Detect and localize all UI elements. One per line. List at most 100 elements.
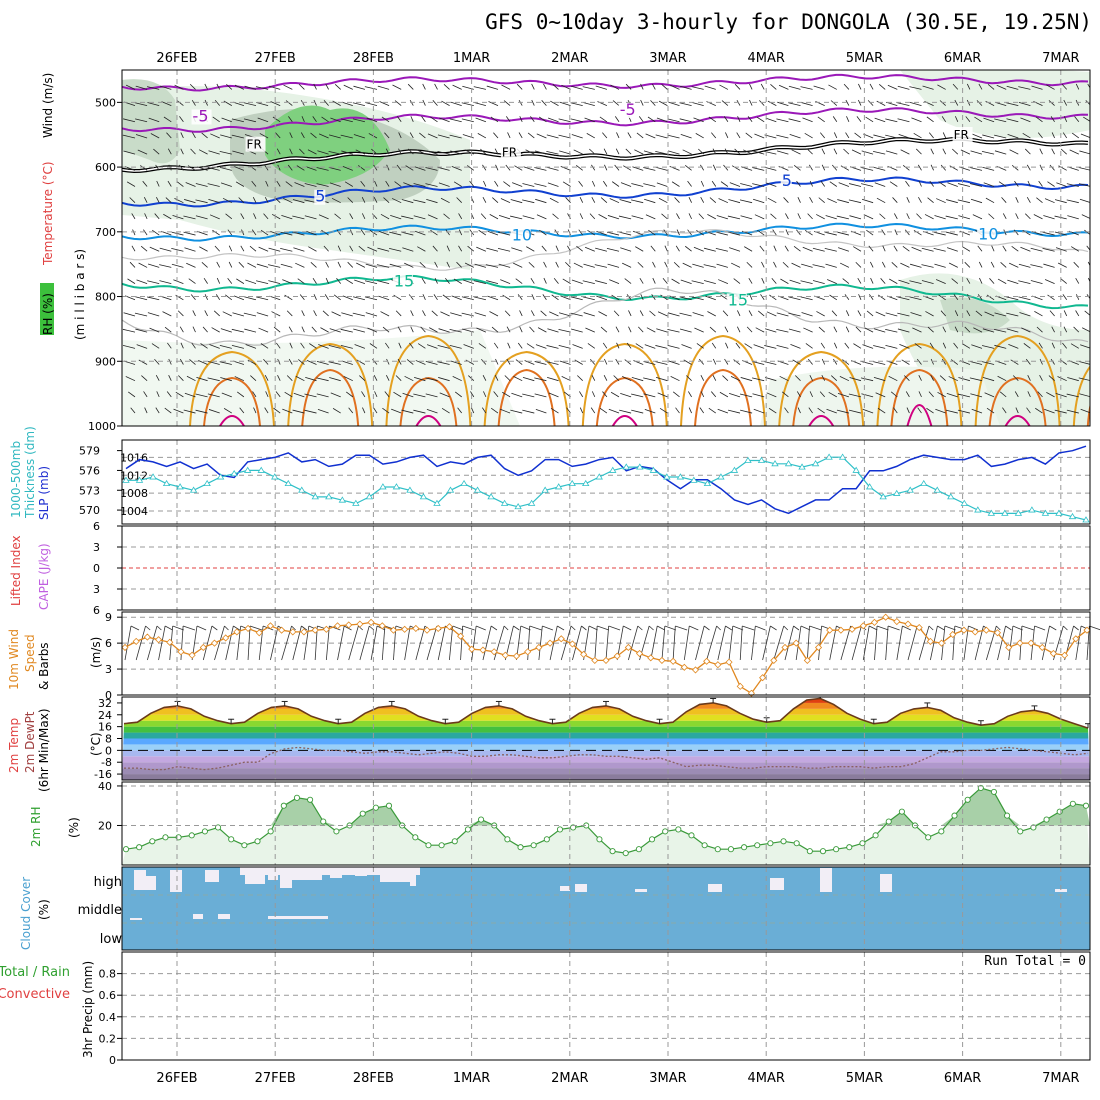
- wind-barb: [386, 375, 390, 381]
- wind-barb: [506, 358, 511, 365]
- wind-barb: [643, 361, 656, 365]
- wind-barb: [258, 246, 269, 252]
- wind-speed-point: [412, 624, 420, 632]
- wind-barb: [260, 343, 269, 349]
- wind-speed-point: [1072, 635, 1080, 643]
- wind-barb: [540, 310, 547, 317]
- wind-barb: [813, 85, 825, 90]
- wind-barb: [354, 344, 366, 349]
- wind-barb: [393, 391, 402, 398]
- wind-barb: [369, 343, 378, 349]
- wind-barb: [682, 149, 692, 155]
- date-label-top: 6MAR: [944, 51, 981, 66]
- wind-barb: [610, 84, 620, 90]
- wind-barb: [264, 375, 269, 381]
- wind-barb: [494, 375, 499, 381]
- contour-label-bg: [314, 189, 326, 205]
- isotherm-25: [581, 342, 668, 426]
- wind-barb: [616, 342, 620, 349]
- wind-barb: [476, 246, 487, 252]
- wind-barb: [757, 229, 765, 236]
- wind-barb: [848, 409, 862, 414]
- wind-barb: [347, 197, 354, 203]
- wind-barb: [770, 213, 777, 220]
- wind-barb: [482, 164, 487, 171]
- rh-point: [543, 836, 550, 843]
- wind-barb-10m: [650, 625, 658, 661]
- wind-speed-point: [434, 624, 442, 632]
- wind-barb: [189, 83, 196, 90]
- bottom-date-axis: 26FEB 27FEB 28FEB 1MAR 2MAR 3MAR 4MAR 5MAR 6MAR 7…: [156, 1071, 1079, 1086]
- panel-border: [121, 439, 1091, 525]
- wind-barb: [831, 375, 838, 381]
- rh-point: [938, 828, 945, 835]
- wind-barb: [195, 183, 208, 187]
- wind-barb: [433, 294, 438, 300]
- wind-barb-flag: [249, 625, 263, 631]
- wind-barb: [893, 407, 898, 414]
- wind-barb: [915, 148, 922, 155]
- wind-barb: [971, 344, 983, 349]
- wind-barb: [305, 376, 317, 382]
- wind-barb-10m: [270, 625, 279, 661]
- wind-barb: [624, 278, 632, 284]
- wind-barb: [727, 215, 741, 220]
- wind-barb: [381, 116, 390, 123]
- wind-speed-point: [222, 634, 230, 642]
- wind-barb: [420, 326, 426, 333]
- wind-barb: [656, 182, 668, 187]
- wind-barb: [812, 247, 825, 252]
- wind-barb-flag: [732, 625, 744, 631]
- isotherm-15: [122, 274, 1089, 310]
- wind-barb: [530, 277, 535, 284]
- wind-barb-flag: [716, 625, 721, 631]
- wind-barb: [1042, 247, 1055, 252]
- wind-barb: [330, 117, 341, 123]
- wind-barb: [1051, 342, 1055, 349]
- wind-barb: [861, 183, 874, 187]
- wind-barb: [831, 310, 838, 317]
- wind-barb: [873, 376, 886, 382]
- wind-barb: [552, 84, 559, 90]
- wind-barb-10m: [907, 625, 918, 661]
- wind-barb: [329, 182, 341, 187]
- wind-speed-point: [468, 645, 476, 653]
- rh-point: [254, 838, 261, 845]
- rh-point: [438, 842, 445, 849]
- wind-barb: [681, 344, 692, 349]
- wind-barb: [425, 361, 438, 365]
- wind-barb: [668, 101, 680, 106]
- wind-barb: [155, 375, 160, 381]
- wind-barb: [708, 116, 717, 123]
- wind-barb: [410, 116, 414, 122]
- wind-barb: [288, 326, 293, 333]
- wind-barb: [947, 182, 958, 187]
- wind-barb: [906, 407, 910, 414]
- wind-barb: [301, 326, 305, 333]
- wind-barb: [918, 180, 922, 187]
- wind-barb: [573, 262, 583, 268]
- thickness-point: [162, 479, 171, 487]
- thickness-point: [744, 456, 752, 463]
- tick-label: 0.8: [99, 968, 117, 981]
- wind-barb: [982, 166, 995, 171]
- wind-barb: [857, 277, 862, 284]
- wind-barb: [928, 391, 934, 398]
- wind-barb: [474, 102, 487, 106]
- wind-barb: [495, 358, 499, 365]
- wind-barb: [437, 150, 450, 155]
- wind-barb: [700, 197, 705, 203]
- wind-speed-point: [333, 622, 342, 630]
- thickness-point: [609, 466, 617, 473]
- wind-barb: [1006, 85, 1019, 90]
- wind-barb: [942, 342, 947, 349]
- wind-barb: [296, 165, 305, 171]
- wind-barb: [604, 358, 608, 365]
- wind-barb: [1024, 213, 1031, 220]
- wind-barb: [781, 391, 789, 398]
- wind-barb: [480, 148, 487, 155]
- wind-barb: [384, 132, 390, 139]
- wind-barb: [730, 262, 741, 268]
- cape-labels: Lifted Index CAPE (J/kg): [9, 535, 51, 610]
- contour-label: FR: [502, 145, 517, 159]
